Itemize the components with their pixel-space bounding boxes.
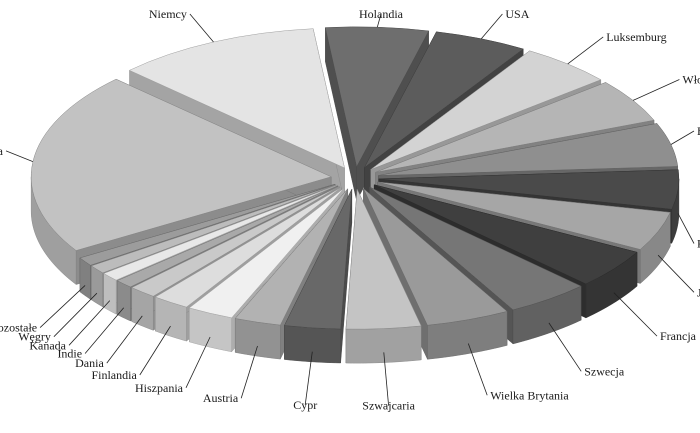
slice-top bbox=[345, 188, 422, 330]
leader-luksemburg bbox=[567, 36, 604, 65]
leader-holandia bbox=[376, 13, 382, 28]
label-kanada: Kanada bbox=[29, 338, 66, 352]
leader-wielka-brytania bbox=[467, 343, 488, 396]
label-hiszpania: Hiszpania bbox=[135, 381, 184, 395]
label-pozostale: Pozostałe bbox=[0, 321, 37, 335]
slice-top bbox=[378, 123, 679, 176]
leader-wlochy bbox=[632, 79, 680, 101]
leader-dania bbox=[106, 315, 143, 364]
leader-usa bbox=[480, 13, 503, 40]
label-niemcy: Niemcy bbox=[149, 7, 187, 21]
leader-szwecja bbox=[548, 322, 582, 372]
slice-top bbox=[30, 78, 332, 251]
leader-austria bbox=[240, 345, 258, 399]
slice-top bbox=[283, 188, 353, 330]
leader-francja bbox=[613, 292, 658, 337]
slice-top bbox=[369, 186, 582, 311]
slice-top bbox=[131, 186, 340, 297]
slice-top bbox=[154, 186, 342, 308]
slice-top bbox=[90, 184, 336, 274]
leader-pozostale bbox=[39, 285, 86, 328]
slice-top bbox=[234, 188, 349, 326]
label-szwecja: Szwecja bbox=[584, 364, 625, 378]
leader-niemcy bbox=[189, 13, 214, 43]
leader-szwajcaria bbox=[383, 352, 389, 406]
label-dania: Dania bbox=[75, 356, 104, 370]
label-szwajcaria: Szwajcaria bbox=[362, 399, 415, 413]
slice-top bbox=[378, 169, 680, 210]
leader-kanada bbox=[68, 300, 111, 346]
slice-top bbox=[103, 185, 337, 281]
leader-hiszpania bbox=[185, 336, 211, 388]
slice-szwajcaria bbox=[345, 188, 422, 364]
slice-top bbox=[370, 50, 602, 170]
pie-slices bbox=[30, 26, 680, 364]
label-wegry: Węgry bbox=[18, 330, 51, 344]
leader-indie bbox=[84, 307, 125, 354]
slice-labels: Holandia USA Luksemburg Włochy Belgia Korea P… bbox=[0, 7, 700, 413]
slice-rim bbox=[284, 325, 341, 364]
leader-finlandia bbox=[139, 325, 171, 376]
label-japonia: Japonia bbox=[697, 285, 700, 299]
slice-top bbox=[375, 82, 655, 173]
label-finlandia: Finlandia bbox=[91, 368, 137, 382]
leader-wegry bbox=[53, 292, 98, 337]
label-belgia: Belgia bbox=[697, 124, 700, 138]
label-usa: USA bbox=[505, 7, 529, 21]
slice-top bbox=[374, 184, 638, 285]
label-luksemburg: Luksemburg bbox=[606, 30, 666, 44]
slice-top bbox=[116, 185, 338, 288]
leader-japonia bbox=[657, 254, 695, 293]
slice-top bbox=[79, 183, 336, 266]
label-korea-pld: Korea Płd. bbox=[697, 237, 700, 251]
slice-rim bbox=[345, 325, 422, 364]
label-cypr: Cypr bbox=[293, 398, 317, 412]
label-indie: Indie bbox=[57, 347, 82, 361]
slice-top bbox=[128, 28, 345, 169]
label-austria: Austria bbox=[203, 391, 239, 405]
slice-top bbox=[364, 31, 524, 168]
slice-top bbox=[377, 181, 671, 250]
slice-top bbox=[363, 188, 508, 326]
label-wlochy: Włochy bbox=[682, 73, 700, 87]
leader-korea-pld bbox=[677, 213, 695, 244]
label-francja: Francja bbox=[660, 329, 697, 343]
leader-belgia bbox=[670, 130, 695, 145]
leader-cypr bbox=[304, 351, 313, 405]
slice-top bbox=[188, 187, 345, 319]
slice-rim bbox=[103, 273, 117, 315]
leader-polska bbox=[5, 150, 34, 162]
label-wielka-brytania: Wielka Brytania bbox=[490, 388, 569, 402]
label-polska: Polska bbox=[0, 144, 4, 158]
label-holandia: Holandia bbox=[359, 7, 404, 21]
slice-cypr bbox=[283, 188, 353, 364]
slice-rim bbox=[116, 280, 131, 322]
